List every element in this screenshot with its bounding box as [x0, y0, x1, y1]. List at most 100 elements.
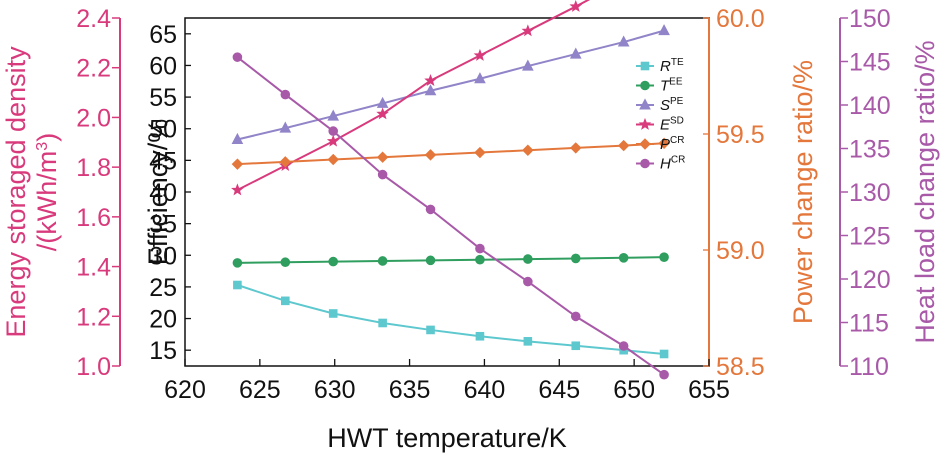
data-point-tee [659, 252, 669, 262]
x-tick-label: 640 [464, 376, 506, 404]
y-tick-label: 140 [849, 92, 891, 120]
energy-density-unit: /(kWh/m [32, 151, 62, 252]
data-point-rte [233, 280, 242, 290]
y-tick-label: 59.5 [716, 121, 765, 149]
legend-label-name: S [660, 97, 670, 114]
legend-swatch-marker [640, 61, 650, 71]
data-point-pcr [474, 146, 486, 159]
data-point-hcr [475, 243, 485, 254]
data-point-hcr [523, 276, 533, 287]
data-point-spe [569, 47, 582, 59]
series-line-spe [237, 29, 665, 141]
y-tick-label: 65 [149, 21, 177, 49]
x-axis-title: HWT temperature/K [327, 423, 567, 453]
y-tick-label: 25 [149, 274, 177, 302]
data-point-rte [378, 318, 387, 328]
data-point-hcr [659, 369, 669, 380]
data-point-hcr [232, 52, 243, 62]
legend-swatch-marker [640, 80, 650, 91]
data-point-pcr [231, 158, 244, 170]
data-point-hcr [570, 311, 581, 322]
y-tick-label: 135 [849, 136, 891, 164]
y-tick-label: 1.4 [76, 254, 111, 282]
data-point-spe [231, 132, 244, 144]
data-point-rte [475, 331, 485, 341]
series-line-hcr [236, 56, 665, 376]
legend-item-tee: TEE [636, 77, 683, 95]
data-point-spe [279, 121, 292, 133]
data-point-tee [570, 253, 581, 264]
x-tick-label: 630 [314, 376, 356, 404]
y-tick-label: 55 [149, 84, 177, 112]
y-tick-label: 1.0 [76, 353, 111, 381]
y-tick-label: 1.8 [76, 154, 111, 182]
data-point-pcr [522, 144, 534, 156]
legend-item-spe: SPE [636, 96, 684, 114]
data-point-tee [232, 258, 243, 268]
y-tick-label: 2.4 [76, 5, 111, 33]
data-point-pcr [570, 142, 582, 154]
data-point-hcr [328, 126, 339, 136]
y-tick-label: 58.5 [716, 353, 765, 381]
data-point-tee [328, 256, 339, 267]
series-line-rte [237, 284, 665, 355]
legend-item-pcr: PCR [636, 135, 684, 153]
data-point-pcr [327, 153, 339, 166]
y-tick-label: 40 [149, 179, 177, 207]
data-point-tee [377, 256, 388, 266]
x-tick-label: 635 [389, 376, 431, 404]
data-point-spe [617, 35, 630, 47]
y-tick-label: 1.6 [76, 204, 111, 232]
data-point-spe [424, 84, 437, 96]
data-point-rte [523, 337, 533, 346]
efficiency-axis: 15 20 25 30 35 40 45 50 55 60 65 [149, 21, 191, 365]
x-tick-label: 645 [538, 376, 580, 404]
legend-label-name: R [660, 58, 671, 75]
y-tick-label: 150 [849, 5, 891, 33]
y-tick-label: 2.0 [76, 104, 111, 132]
energy-density-axis-title: Energy storaged density /(kWh/m3) [1, 46, 62, 338]
legend-label-sup: EE [669, 77, 683, 88]
data-point-rte [281, 296, 290, 306]
series-tee [232, 252, 669, 268]
data-point-spe [658, 24, 670, 36]
y-tick-label: 15 [149, 337, 177, 365]
series-pcr [231, 137, 670, 170]
y-tick-label: 60.0 [716, 5, 765, 33]
legend-label: ESD [660, 116, 684, 134]
power-change-axis-title: Power change ratio/% [788, 60, 818, 324]
energy-density-unit-sup: 3 [34, 142, 51, 151]
y-tick-label: 115 [849, 310, 889, 338]
data-point-hcr [425, 204, 436, 215]
legend-item-esd: ESD [636, 116, 684, 134]
y-tick-label: 145 [849, 49, 891, 77]
energy-density-axis: 1.0 1.2 1.4 1.6 1.8 2.0 2.2 2.4 [76, 5, 121, 381]
data-point-tee [523, 254, 533, 264]
data-point-rte [571, 341, 581, 351]
data-point-rte [328, 309, 338, 318]
legend-label-sup: CR [671, 155, 685, 166]
legend-label: RTE [660, 57, 684, 75]
energy-density-title-line1: Energy storaged density [1, 46, 31, 338]
x-tick-label: 620 [164, 376, 206, 404]
data-point-esd [231, 183, 244, 196]
data-point-hcr [618, 341, 629, 351]
y-tick-label: 110 [849, 353, 889, 381]
data-point-pcr [376, 151, 389, 163]
series-esd [231, 0, 591, 196]
data-point-esd [376, 107, 389, 120]
series-rte [233, 280, 669, 359]
legend-label: PCR [660, 135, 684, 153]
y-tick-label: 125 [849, 223, 891, 251]
legend-swatch-marker [639, 138, 651, 150]
energy-density-title-line2: /(kWh/m3) [32, 133, 62, 251]
data-point-rte [426, 325, 435, 335]
data-point-spe [474, 72, 486, 84]
legend-label-name: H [660, 156, 671, 173]
series-spe [231, 24, 670, 144]
data-point-hcr [377, 169, 388, 180]
y-tick-label: 59.0 [716, 237, 765, 265]
legend-label-sup: CR [670, 135, 684, 146]
legend-label-sup: SD [670, 116, 684, 127]
